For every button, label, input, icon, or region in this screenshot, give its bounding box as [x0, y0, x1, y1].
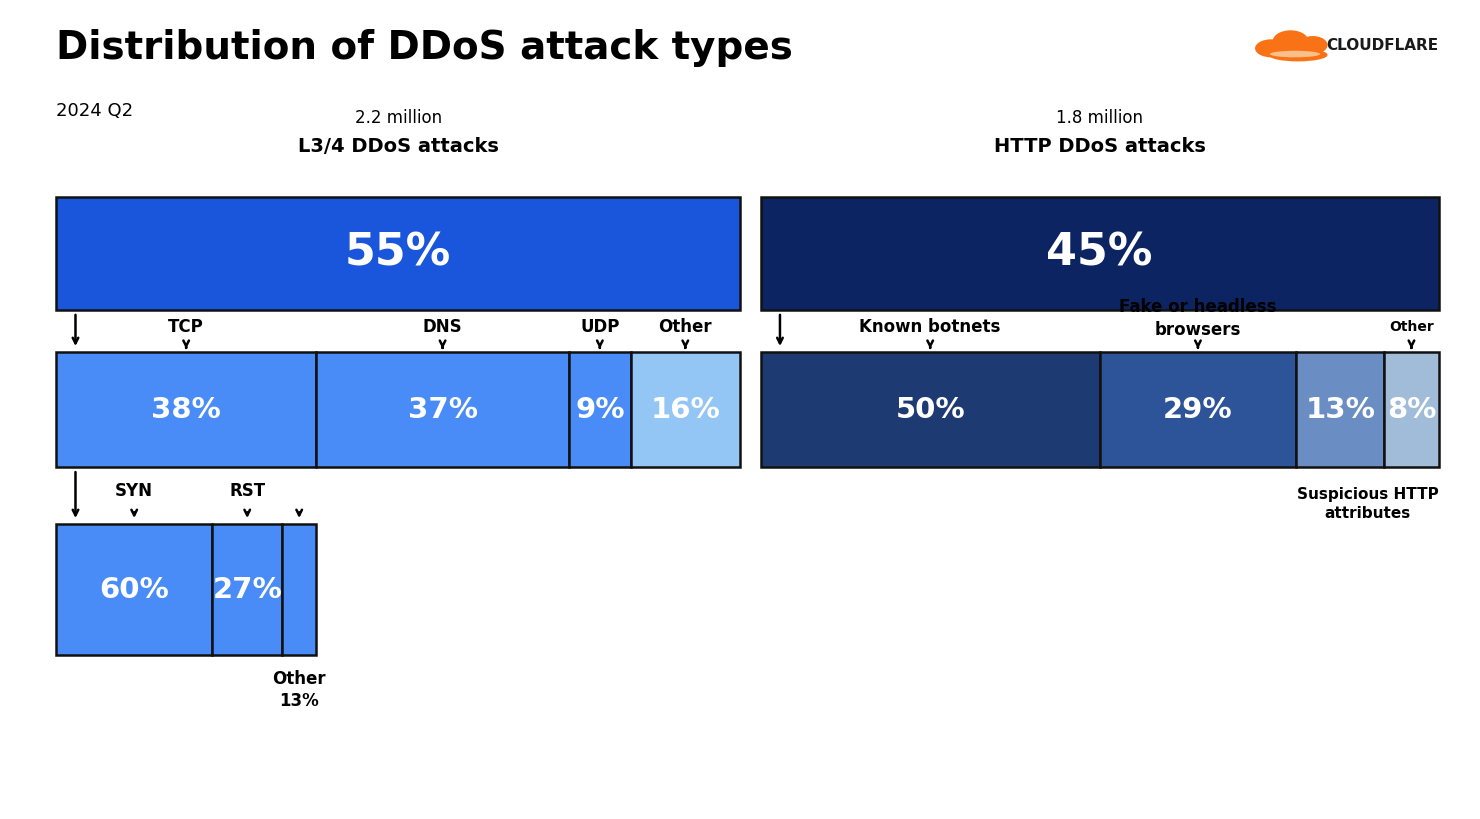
Text: 16%: 16%: [650, 396, 721, 423]
Ellipse shape: [1255, 39, 1288, 57]
Bar: [56, 352, 317, 467]
Ellipse shape: [1270, 51, 1320, 57]
Text: 38%: 38%: [151, 396, 221, 423]
Text: 9%: 9%: [576, 396, 625, 423]
Text: 55%: 55%: [345, 232, 451, 274]
Text: 45%: 45%: [1046, 232, 1153, 274]
Bar: [56, 524, 212, 655]
Text: UDP: UDP: [580, 318, 620, 336]
Text: Other: Other: [659, 318, 712, 336]
Text: 2024 Q2: 2024 Q2: [56, 102, 133, 120]
Text: 2.2 million: 2.2 million: [355, 109, 441, 127]
Text: 1.8 million: 1.8 million: [1057, 109, 1143, 127]
Text: Other
13%: Other 13%: [272, 670, 326, 710]
Text: CLOUDFLARE: CLOUDFLARE: [1326, 38, 1439, 52]
Text: Other: Other: [1390, 319, 1434, 334]
Bar: [630, 352, 740, 467]
Text: 8%: 8%: [1387, 396, 1436, 423]
Bar: [283, 524, 317, 655]
Text: Fake or headless
browsers: Fake or headless browsers: [1119, 298, 1277, 339]
Text: RST: RST: [229, 482, 265, 500]
Text: SYN: SYN: [115, 482, 154, 500]
Text: 50%: 50%: [895, 396, 965, 423]
Bar: [761, 197, 1439, 310]
Ellipse shape: [1298, 36, 1328, 54]
Bar: [212, 524, 283, 655]
Text: Known botnets: Known botnets: [860, 318, 1000, 336]
Bar: [1296, 352, 1384, 467]
Text: Distribution of DDoS attack types: Distribution of DDoS attack types: [56, 29, 793, 66]
Text: 27%: 27%: [212, 576, 283, 604]
Text: TCP: TCP: [169, 318, 204, 336]
Ellipse shape: [1273, 30, 1308, 52]
Text: Suspicious HTTP
attributes: Suspicious HTTP attributes: [1296, 487, 1439, 521]
Bar: [761, 352, 1100, 467]
Text: 29%: 29%: [1163, 396, 1233, 423]
Text: DNS: DNS: [423, 318, 462, 336]
Text: L3/4 DDoS attacks: L3/4 DDoS attacks: [297, 137, 499, 156]
Bar: [570, 352, 630, 467]
Ellipse shape: [1268, 48, 1328, 61]
Text: 37%: 37%: [407, 396, 478, 423]
Text: 13%: 13%: [1305, 396, 1375, 423]
Bar: [317, 352, 570, 467]
Bar: [1100, 352, 1296, 467]
Bar: [56, 197, 740, 310]
Bar: [1384, 352, 1439, 467]
Text: HTTP DDoS attacks: HTTP DDoS attacks: [993, 137, 1206, 156]
Text: 60%: 60%: [99, 576, 169, 604]
